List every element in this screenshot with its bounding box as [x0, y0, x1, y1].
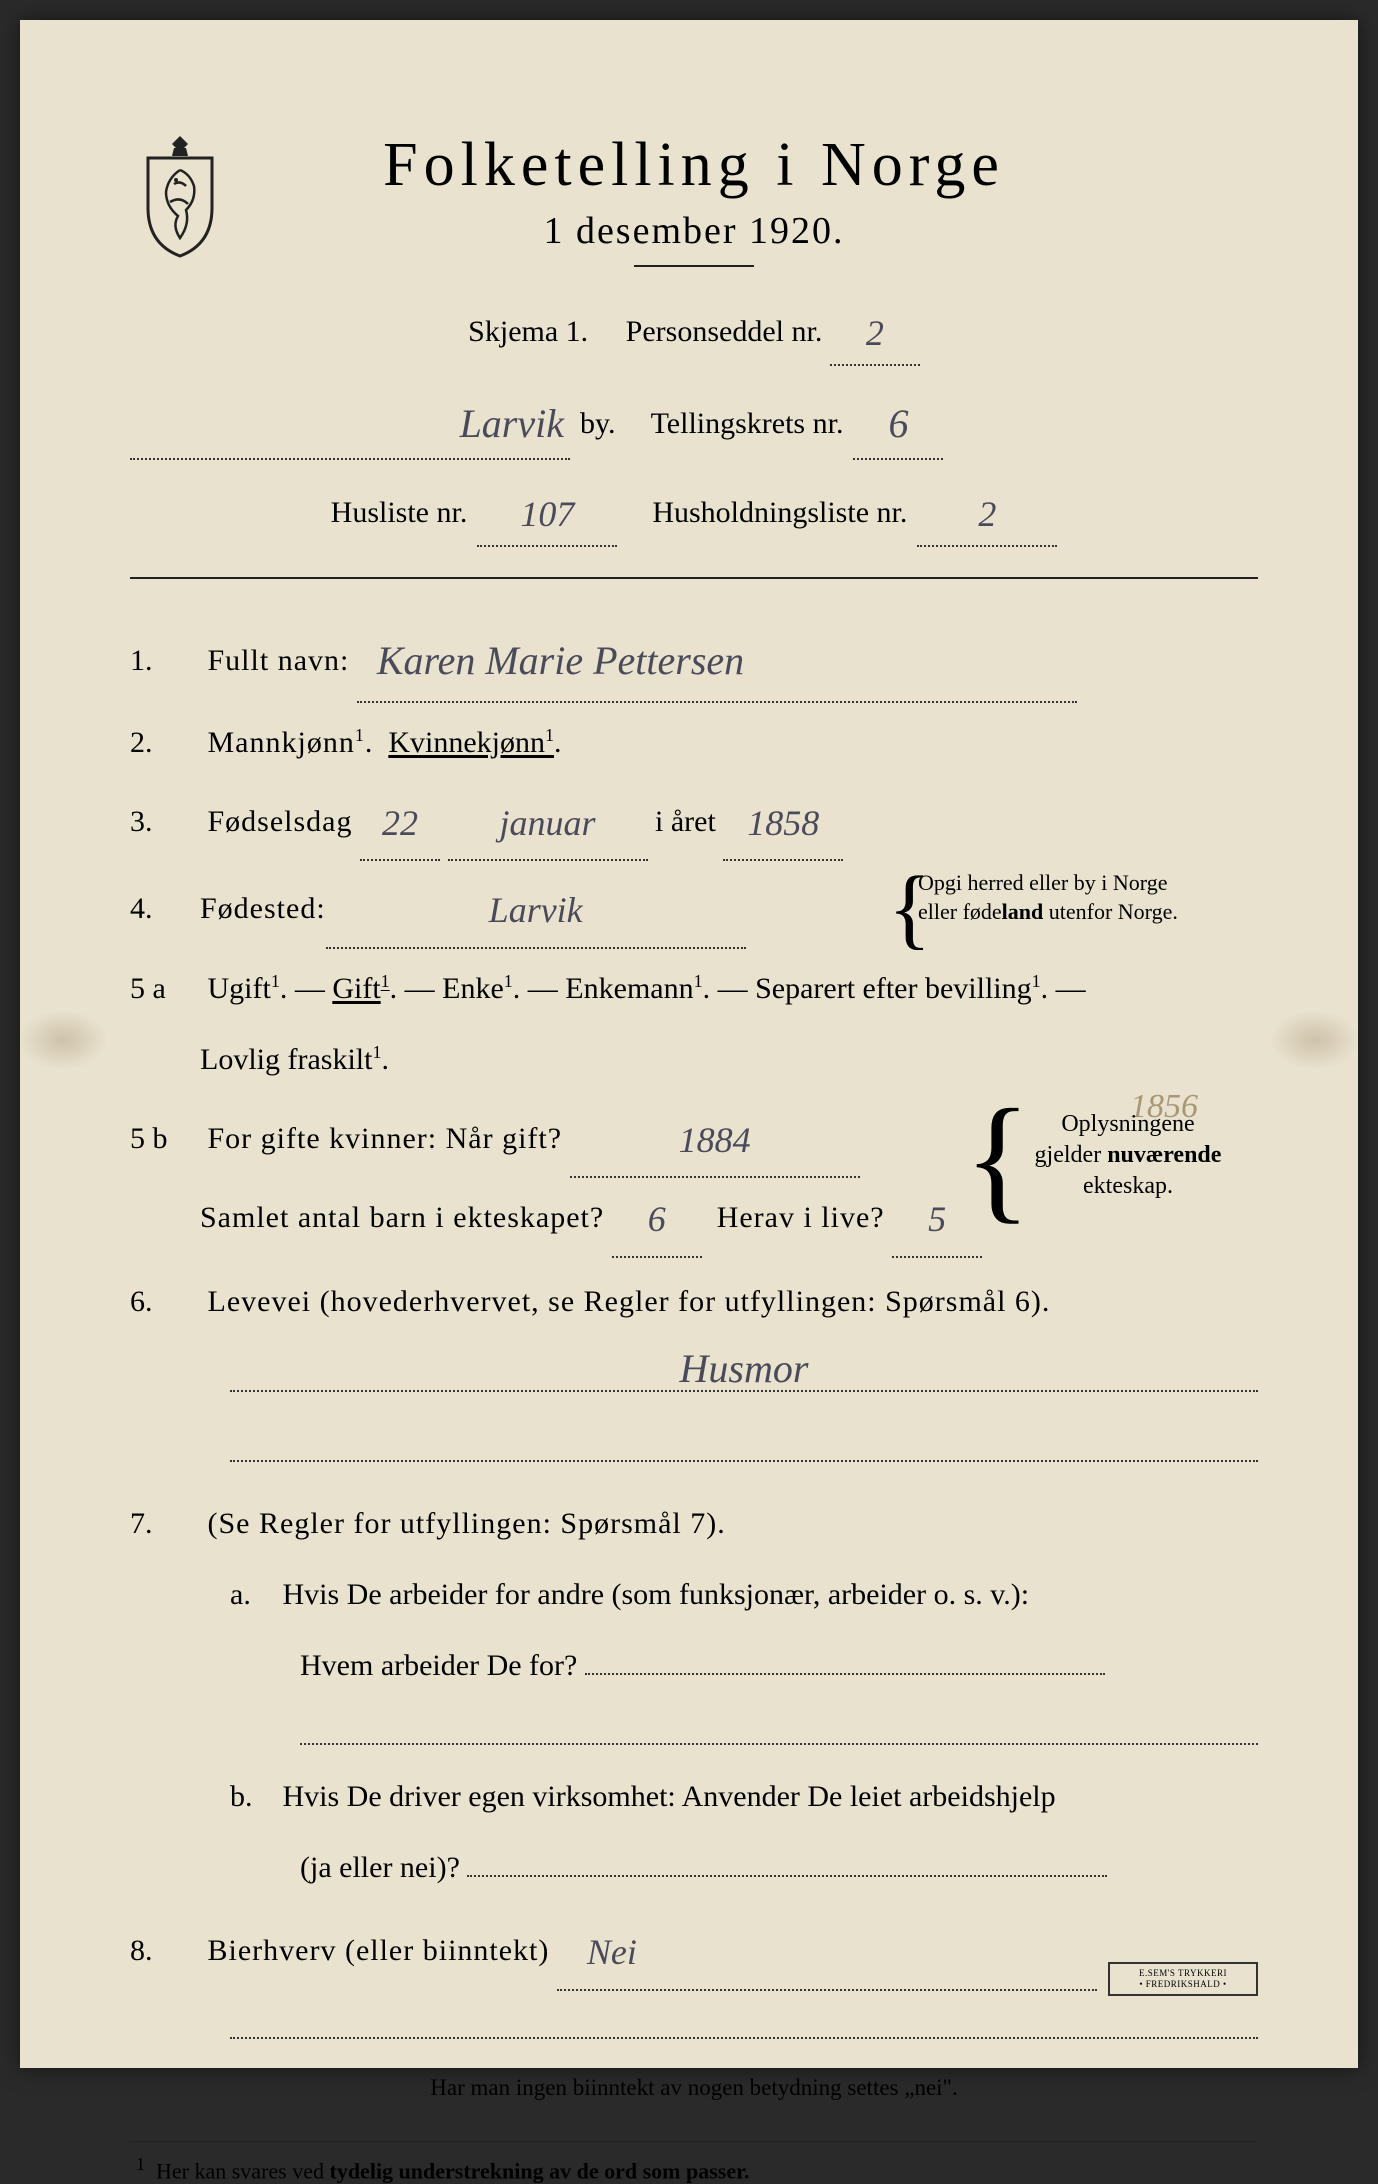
blank-line — [230, 1422, 1258, 1462]
q7: 7. (Se Regler for utfyllingen: Spørsmål … — [130, 1492, 1258, 1555]
form-title: Folketelling i Norge — [130, 130, 1258, 201]
q7a: a. Hvis De arbeider for andre (som funks… — [130, 1563, 1258, 1626]
household-label: Husholdningsliste nr. — [652, 486, 907, 540]
paper-stain — [18, 1010, 108, 1070]
birthplace-value: Larvik — [489, 890, 583, 930]
q2-gender: 2. Mannkjønn1. Kvinnekjønn1. — [130, 711, 1258, 774]
district-value: 6 — [888, 401, 908, 446]
person-label: Personseddel nr. — [626, 315, 823, 348]
occupation-value: Husmor — [680, 1346, 809, 1391]
schema-row: Skjema 1. Personseddel nr. 2 — [130, 297, 1258, 366]
q4-note: { Opgi herred eller by i Norge eller fød… — [918, 869, 1258, 926]
blank-line — [230, 1999, 1258, 2039]
schema-label: Skjema 1. — [468, 315, 588, 348]
children-total: 6 — [648, 1199, 666, 1239]
q5b-marriage: 1856 5 b For gifte kvinner: Når gift? 18… — [130, 1099, 1258, 1258]
name-value: Karen Marie Pettersen — [377, 638, 744, 683]
coat-of-arms-icon — [130, 130, 230, 260]
q5a-marital: 5 a Ugift1. — Gift1. — Enke1. — Enkemann… — [130, 957, 1258, 1020]
paper-stain — [1270, 1010, 1360, 1070]
q5a-line2: Lovlig fraskilt1. — [130, 1028, 1258, 1091]
marital-selected: Gift — [332, 972, 380, 1005]
q4-birthplace: 4. Fødested: Larvik { Opgi herred eller … — [130, 869, 1258, 949]
q5b-note: { Oplysningene gjelder nuværende ekteska… — [998, 1109, 1258, 1203]
q7a-line2: Hvem arbeider De for? — [130, 1634, 1258, 1697]
q6-occupation: 6. Levevei (hovederhvervet, se Regler fo… — [130, 1270, 1258, 1333]
q1-name: 1. Fullt navn: Karen Marie Pettersen — [130, 615, 1258, 703]
q8-bierhverv: 8. Bierhverv (eller biinntekt) Nei — [130, 1911, 1258, 1991]
divider — [634, 265, 754, 267]
husliste-value: 107 — [520, 494, 574, 534]
q7b-line2: (ja eller nei)? — [130, 1836, 1258, 1899]
blank-line — [300, 1705, 1258, 1745]
married-year: 1884 — [679, 1120, 751, 1160]
city-district-row: Larvik by. Tellingskrets nr. 6 — [130, 384, 1258, 460]
hint-text: Har man ingen biinntekt av nogen betydni… — [130, 2075, 1258, 2101]
footnote: 1 Her kan svares ved tydelig understrekn… — [130, 2154, 1258, 2184]
children-alive: 5 — [928, 1199, 946, 1239]
footnote-divider — [130, 2141, 1258, 2142]
city-suffix: by. — [580, 397, 616, 451]
household-value: 2 — [978, 494, 996, 534]
form-date: 1 desember 1920. — [130, 209, 1258, 253]
q3-birthdate: 3. Fødselsdag 22 januar i året 1858 — [130, 782, 1258, 862]
person-nr-value: 2 — [866, 313, 884, 353]
form-header: Folketelling i Norge 1 desember 1920. — [130, 130, 1258, 267]
birth-month: januar — [499, 803, 595, 843]
gender-female-selected: Kvinnekjønn1 — [388, 726, 554, 759]
birth-day: 22 — [382, 803, 418, 843]
divider — [130, 577, 1258, 579]
printer-stamp: E.SEM'S TRYKKERI • FREDRIKSHALD • — [1108, 1962, 1258, 1996]
city-value: Larvik — [460, 401, 564, 446]
husliste-row: Husliste nr. 107 Husholdningsliste nr. 2 — [130, 478, 1258, 547]
district-label: Tellingskrets nr. — [651, 397, 844, 451]
bierhverv-value: Nei — [587, 1932, 637, 1972]
census-form-page: Folketelling i Norge 1 desember 1920. Sk… — [20, 20, 1358, 2068]
husliste-label: Husliste nr. — [331, 486, 468, 540]
birth-year: 1858 — [747, 803, 819, 843]
q7b: b. Hvis De driver egen virksomhet: Anven… — [130, 1765, 1258, 1828]
